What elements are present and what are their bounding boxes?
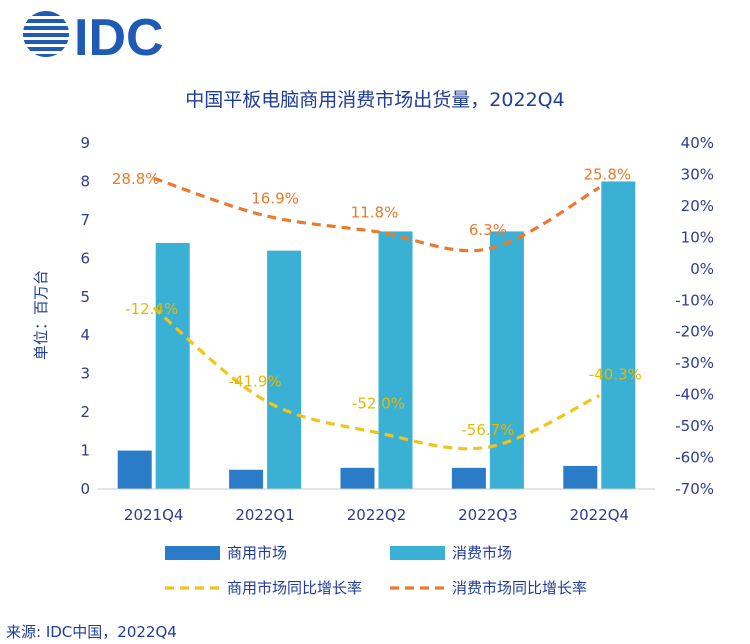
y-tick-label: 0 (80, 480, 90, 498)
y2-tick-label: 0% (690, 260, 714, 278)
y-tick-label: 4 (80, 326, 90, 344)
bar-商用市场-2022Q2 (340, 467, 375, 489)
globe-icon (22, 11, 70, 57)
bar-商用市场-2021Q4 (117, 450, 152, 489)
y2-tick-label: -20% (675, 323, 714, 341)
y-tick-label: 1 (80, 442, 90, 460)
bar-商用市场-2022Q4 (563, 465, 598, 489)
y2-tick-label: 30% (681, 165, 714, 183)
data-label-消费市场同比增长率: 28.8% (112, 170, 160, 188)
data-label-商用市场同比增长率: -40.3% (589, 366, 642, 384)
data-label-消费市场同比增长率: 6.3% (469, 221, 507, 239)
legend-swatch-消费市场 (390, 546, 445, 560)
data-label-商用市场同比增长率: -41.9% (229, 373, 282, 391)
legend-label: 消费市场同比增长率 (452, 579, 587, 597)
bar-消费市场-2022Q2 (378, 231, 413, 489)
y-tick-label: 8 (80, 172, 90, 190)
x-tick-label: 2022Q4 (570, 506, 630, 524)
y-tick-label: 5 (80, 288, 90, 306)
x-tick-label: 2022Q1 (235, 506, 295, 524)
data-label-消费市场同比增长率: 11.8% (351, 204, 399, 222)
bar-消费市场-2022Q3 (489, 231, 524, 489)
y2-tick-label: -70% (675, 480, 714, 498)
y2-tick-label: 10% (681, 228, 714, 246)
data-label-商用市场同比增长率: -12.4% (125, 300, 178, 318)
y2-tick-label: 20% (681, 197, 714, 215)
y-tick-label: 6 (80, 249, 90, 267)
y2-tick-label: -50% (675, 417, 714, 435)
y2-tick-label: -60% (675, 449, 714, 467)
data-label-商用市场同比增长率: -52.0% (352, 394, 405, 412)
idc-logo: IDC (22, 9, 164, 60)
y2-tick-label: 40% (681, 134, 714, 152)
logo-text: IDC (74, 9, 164, 60)
bar-消费市场-2022Q4 (601, 181, 636, 489)
y2-tick-label: -40% (675, 386, 714, 404)
growth-lines (152, 176, 601, 451)
chart-title: 中国平板电脑商用消费市场出货量，2022Q4 (185, 89, 564, 111)
y2-tick-label: -10% (675, 291, 714, 309)
bar-消费市场-2022Q1 (267, 250, 302, 489)
axes: 0 1 2 3 4 5 6 7 8 9 -70% -60% -50% -40% -30% -20% -10% 0%… (80, 134, 714, 524)
legend-label: 商用市场 (227, 544, 287, 562)
legend-swatch-商用市场 (165, 546, 220, 560)
y-axis-title: 单位：百万台 (32, 270, 50, 360)
y-tick-label: 9 (80, 134, 90, 152)
legend-label: 消费市场 (452, 544, 512, 562)
data-label-消费市场同比增长率: 25.8% (583, 166, 631, 184)
x-tick-label: 2021Q4 (124, 506, 184, 524)
x-tick-label: 2022Q3 (458, 506, 518, 524)
bar-消费市场-2021Q4 (155, 242, 190, 489)
y-tick-label: 7 (80, 211, 90, 229)
line-商用市场同比增长率 (152, 306, 600, 451)
x-tick-label: 2022Q2 (347, 506, 407, 524)
y2-tick-label: -30% (675, 354, 714, 372)
y-tick-label: 3 (80, 365, 90, 383)
y-tick-label: 2 (80, 403, 90, 421)
bars (117, 181, 636, 489)
line-消费市场同比增长率 (153, 176, 601, 253)
data-labels: -12.4% -41.9% -52.0% -56.7% -40.3% 28.8% 16.9%… (112, 166, 642, 440)
bar-商用市场-2022Q3 (451, 467, 486, 489)
source-note: 来源: IDC中国，2022Q4 (6, 623, 177, 641)
bar-商用市场-2022Q1 (229, 469, 264, 489)
legend-label: 商用市场同比增长率 (227, 579, 362, 597)
data-label-商用市场同比增长率: -56.7% (461, 421, 514, 439)
data-label-消费市场同比增长率: 16.9% (251, 190, 299, 208)
